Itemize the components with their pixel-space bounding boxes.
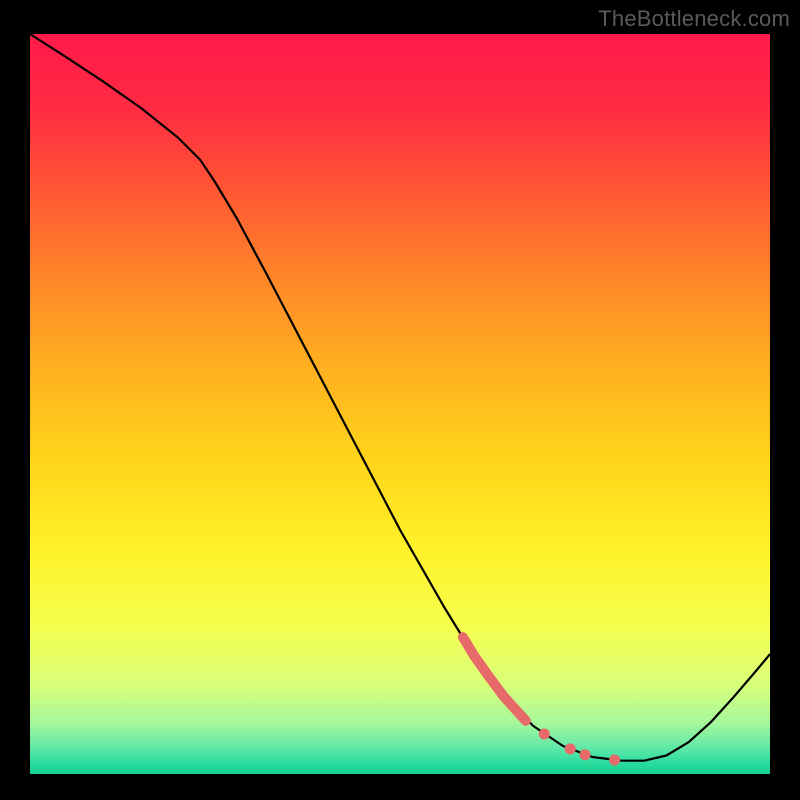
highlight-dot xyxy=(539,729,550,740)
highlight-dot xyxy=(565,743,576,754)
plot-area xyxy=(30,34,770,774)
watermark-text: TheBottleneck.com xyxy=(598,6,790,32)
figure-root: TheBottleneck.com xyxy=(0,0,800,800)
highlight-dot xyxy=(609,754,620,765)
highlight-dot xyxy=(580,749,591,760)
chart-svg xyxy=(30,34,770,774)
plot-background xyxy=(30,34,770,774)
